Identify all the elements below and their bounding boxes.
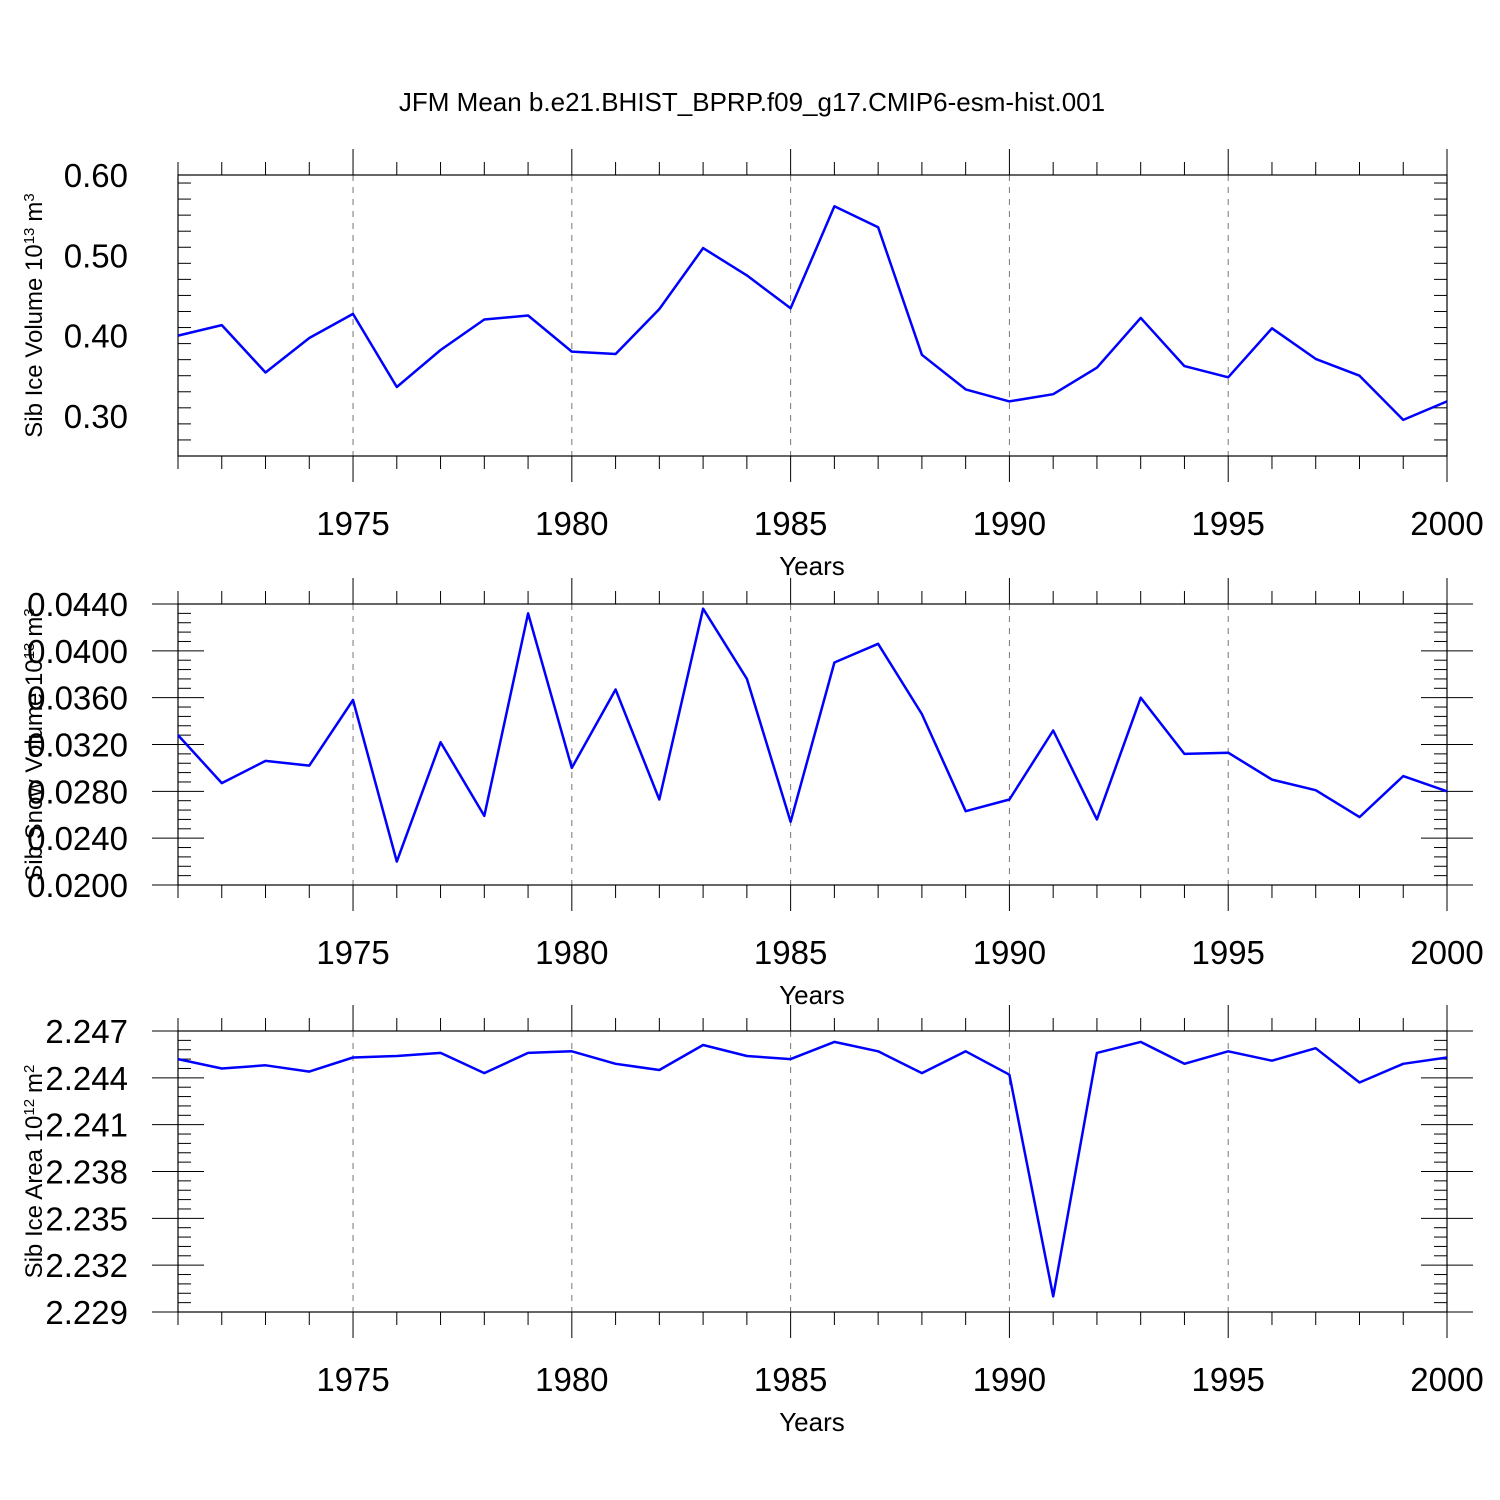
x-tick-label: 1995 [1191,505,1264,542]
y-tick-label: 0.30 [64,398,128,435]
x-tick-label: 2000 [1410,934,1483,971]
panel-ice-volume: 0.30 0.40 0.50 0.60 1975 1980 1985 1990 1995 200… [21,149,1484,581]
y-tick-label: 2.247 [45,1013,128,1050]
panel-snow-volume: 0.0200 0.0240 0.0280 0.0320 0.0360 0.0400 0.04… [21,578,1484,1010]
x-tick-label: 2000 [1410,1361,1483,1398]
y-axis-label-unit-exponent: 3 [21,193,38,201]
y-axis-label-main: Sib Snow Volume 10 [21,659,48,880]
x-tick-label: 1990 [973,505,1046,542]
x-tick-label: 1980 [535,934,608,971]
plot-frame [177,1030,1448,1313]
x-axis-label: Years [779,551,845,581]
y-axis-label-exponent: 13 [21,228,38,245]
y-axis-label-main: Sib Ice Area 10 [21,1116,48,1279]
y-tick-label: 0.0240 [27,820,128,857]
y-axis-label-unit-exponent: 2 [21,1065,38,1073]
y-tick-label: 2.244 [45,1060,128,1097]
x-tick-label: 1975 [316,1361,389,1398]
y-tick-label: 2.241 [45,1107,128,1144]
series-line [177,205,1448,422]
y-tick-label: 2.238 [45,1154,128,1191]
y-axis-label-unit: m [21,1073,48,1093]
y-axis-label-unit: m [21,202,48,222]
x-tick-label: 1975 [316,934,389,971]
chart-title: JFM Mean b.e21.BHIST_BPRP.f09_g17.CMIP6-… [399,87,1105,117]
x-tick-label: 2000 [1410,505,1483,542]
y-tick-label: 0.0440 [27,586,128,623]
y-tick-label: 2.232 [45,1247,128,1284]
x-tick-label: 1990 [973,1361,1046,1398]
x-tick-label: 1995 [1191,934,1264,971]
x-tick-label: 1975 [316,505,389,542]
x-axis-label: Years [779,1407,845,1437]
panel-ice-area: 2.229 2.232 2.235 2.238 2.241 2.244 2.247 1975… [21,1005,1484,1437]
y-tick-label: 0.0400 [27,633,128,670]
series-line [177,607,1448,863]
y-tick-label: 0.60 [64,157,128,194]
x-tick-label: 1990 [973,934,1046,971]
y-axis-label: Sib Ice Area 1012 m2 [21,1065,49,1279]
plot-frame [177,174,1448,457]
y-tick-label: 0.0320 [27,727,128,764]
x-tick-label: 1985 [754,934,827,971]
x-axis-label: Years [779,980,845,1010]
y-tick-label: 0.40 [64,318,128,355]
y-tick-label: 2.229 [45,1294,128,1331]
x-tick-label: 1980 [535,1361,608,1398]
y-axis-label: Sib Snow Volume 1013 m3 [21,608,49,881]
x-tick-label: 1995 [1191,1361,1264,1398]
y-tick-label: 0.0280 [27,773,128,810]
y-tick-label: 0.0200 [27,867,128,904]
y-axis-label-exponent: 13 [21,643,38,660]
x-tick-label: 1980 [535,505,608,542]
y-axis-label: Sib Ice Volume 1013 m3 [21,193,49,437]
y-axis-label-main: Sib Ice Volume 10 [21,244,48,437]
y-axis-label-exponent: 12 [21,1099,38,1116]
y-tick-label: 0.50 [64,237,128,274]
x-tick-label: 1985 [754,1361,827,1398]
y-axis-label-unit-exponent: 3 [21,608,38,616]
y-tick-label: 2.235 [45,1200,128,1237]
x-tick-label: 1985 [754,505,827,542]
y-tick-label: 0.0360 [27,680,128,717]
series-line [177,1040,1448,1298]
y-axis-label-unit: m [21,617,48,637]
